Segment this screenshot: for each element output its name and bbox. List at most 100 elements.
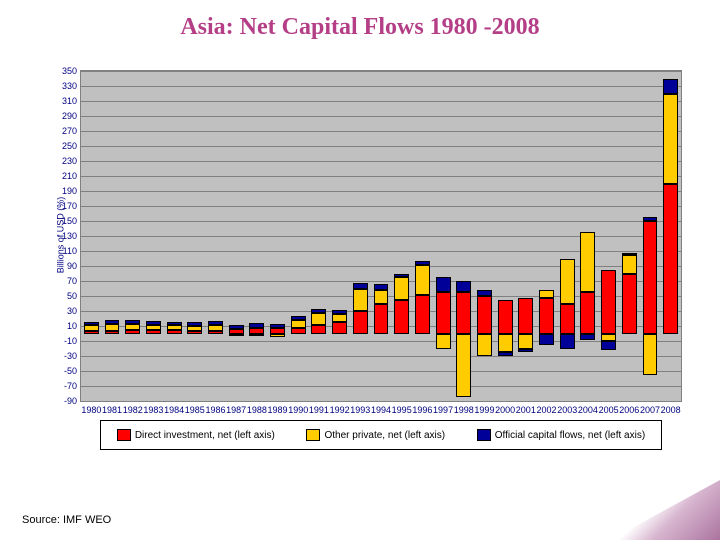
y-tick-label: -50 [64, 366, 81, 376]
bar-other [415, 265, 430, 295]
bar-group [663, 71, 678, 401]
bar-direct [560, 304, 575, 334]
legend-item-official: Official capital flows, net (left axis) [477, 429, 645, 441]
y-tick-label: -70 [64, 381, 81, 391]
legend-label: Direct investment, net (left axis) [135, 430, 275, 441]
bar-official [167, 322, 182, 326]
bar-other [187, 326, 202, 331]
bar-other [601, 334, 616, 342]
bar-other [477, 334, 492, 357]
source-text: Source: IMF WEO [22, 514, 111, 526]
x-tick-label: 1981 [102, 401, 122, 415]
bar-other [560, 259, 575, 304]
x-tick-label: 1990 [288, 401, 308, 415]
bar-official [105, 320, 120, 324]
bar-other [146, 325, 161, 330]
x-tick-label: 1985 [185, 401, 205, 415]
bar-group [415, 71, 430, 401]
x-tick-label: 1999 [474, 401, 494, 415]
bar-other [105, 324, 120, 331]
bar-other [311, 313, 326, 324]
bar-other [208, 325, 223, 331]
bar-group [187, 71, 202, 401]
x-tick-label: 2007 [640, 401, 660, 415]
y-tick-label: 30 [67, 306, 81, 316]
bar-official [291, 316, 306, 321]
bar-group [498, 71, 513, 401]
x-tick-label: 1991 [309, 401, 329, 415]
y-tick-label: 230 [62, 156, 81, 166]
page-title: Asia: Net Capital Flows 1980 -2008 [0, 14, 720, 41]
bar-direct [436, 292, 451, 333]
x-tick-label: 1993 [350, 401, 370, 415]
bar-other [84, 325, 99, 331]
bar-group [394, 71, 409, 401]
bar-official [249, 323, 264, 328]
y-tick-label: 150 [62, 216, 81, 226]
bar-direct [643, 221, 658, 334]
x-tick-label: 1998 [454, 401, 474, 415]
bar-group [249, 71, 264, 401]
y-tick-label: 130 [62, 231, 81, 241]
bar-group [560, 71, 575, 401]
x-tick-label: 1986 [205, 401, 225, 415]
y-tick-label: 10 [67, 321, 81, 331]
bar-other [643, 334, 658, 375]
bar-direct [187, 331, 202, 334]
bar-official [498, 352, 513, 356]
bar-direct [167, 330, 182, 334]
bar-group [229, 71, 244, 401]
bar-direct [105, 331, 120, 334]
bar-direct [518, 298, 533, 334]
x-tick-label: 1992 [330, 401, 350, 415]
bar-official [663, 79, 678, 94]
bar-direct [291, 328, 306, 334]
y-tick-label: 290 [62, 111, 81, 121]
bar-official [477, 290, 492, 296]
bar-group [539, 71, 554, 401]
bar-other [456, 334, 471, 398]
x-tick-label: 1983 [143, 401, 163, 415]
legend-label: Official capital flows, net (left axis) [495, 430, 645, 441]
y-tick-label: 190 [62, 186, 81, 196]
x-tick-label: 1995 [392, 401, 412, 415]
y-tick-label: 270 [62, 126, 81, 136]
x-tick-label: 1988 [247, 401, 267, 415]
bar-official [332, 310, 347, 315]
bar-official [601, 341, 616, 350]
bar-direct [146, 330, 161, 334]
y-tick-label: -90 [64, 396, 81, 406]
bar-group [125, 71, 140, 401]
bar-direct [415, 295, 430, 334]
bar-group [580, 71, 595, 401]
bar-direct [622, 274, 637, 334]
bar-official [187, 322, 202, 326]
x-tick-label: 1984 [164, 401, 184, 415]
legend-swatch [117, 429, 131, 441]
bar-official [622, 253, 637, 255]
x-tick-label: 1980 [81, 401, 101, 415]
bar-direct [394, 300, 409, 334]
bar-group [374, 71, 389, 401]
bar-group [146, 71, 161, 401]
bar-direct [84, 331, 99, 333]
x-tick-label: 1994 [371, 401, 391, 415]
bar-other [663, 94, 678, 184]
legend-item-direct: Direct investment, net (left axis) [117, 429, 275, 441]
bar-direct [580, 292, 595, 333]
bar-group [518, 71, 533, 401]
bar-group [332, 71, 347, 401]
bar-official [84, 322, 99, 326]
bar-other [539, 290, 554, 298]
bar-official [539, 334, 554, 345]
bar-other [622, 255, 637, 274]
bar-direct [332, 322, 347, 334]
bar-official [456, 281, 471, 292]
bar-official [208, 321, 223, 325]
bar-other [498, 334, 513, 353]
bar-official [394, 274, 409, 278]
bar-other [291, 320, 306, 328]
bar-group [456, 71, 471, 401]
bar-official [353, 283, 368, 289]
bar-group [353, 71, 368, 401]
